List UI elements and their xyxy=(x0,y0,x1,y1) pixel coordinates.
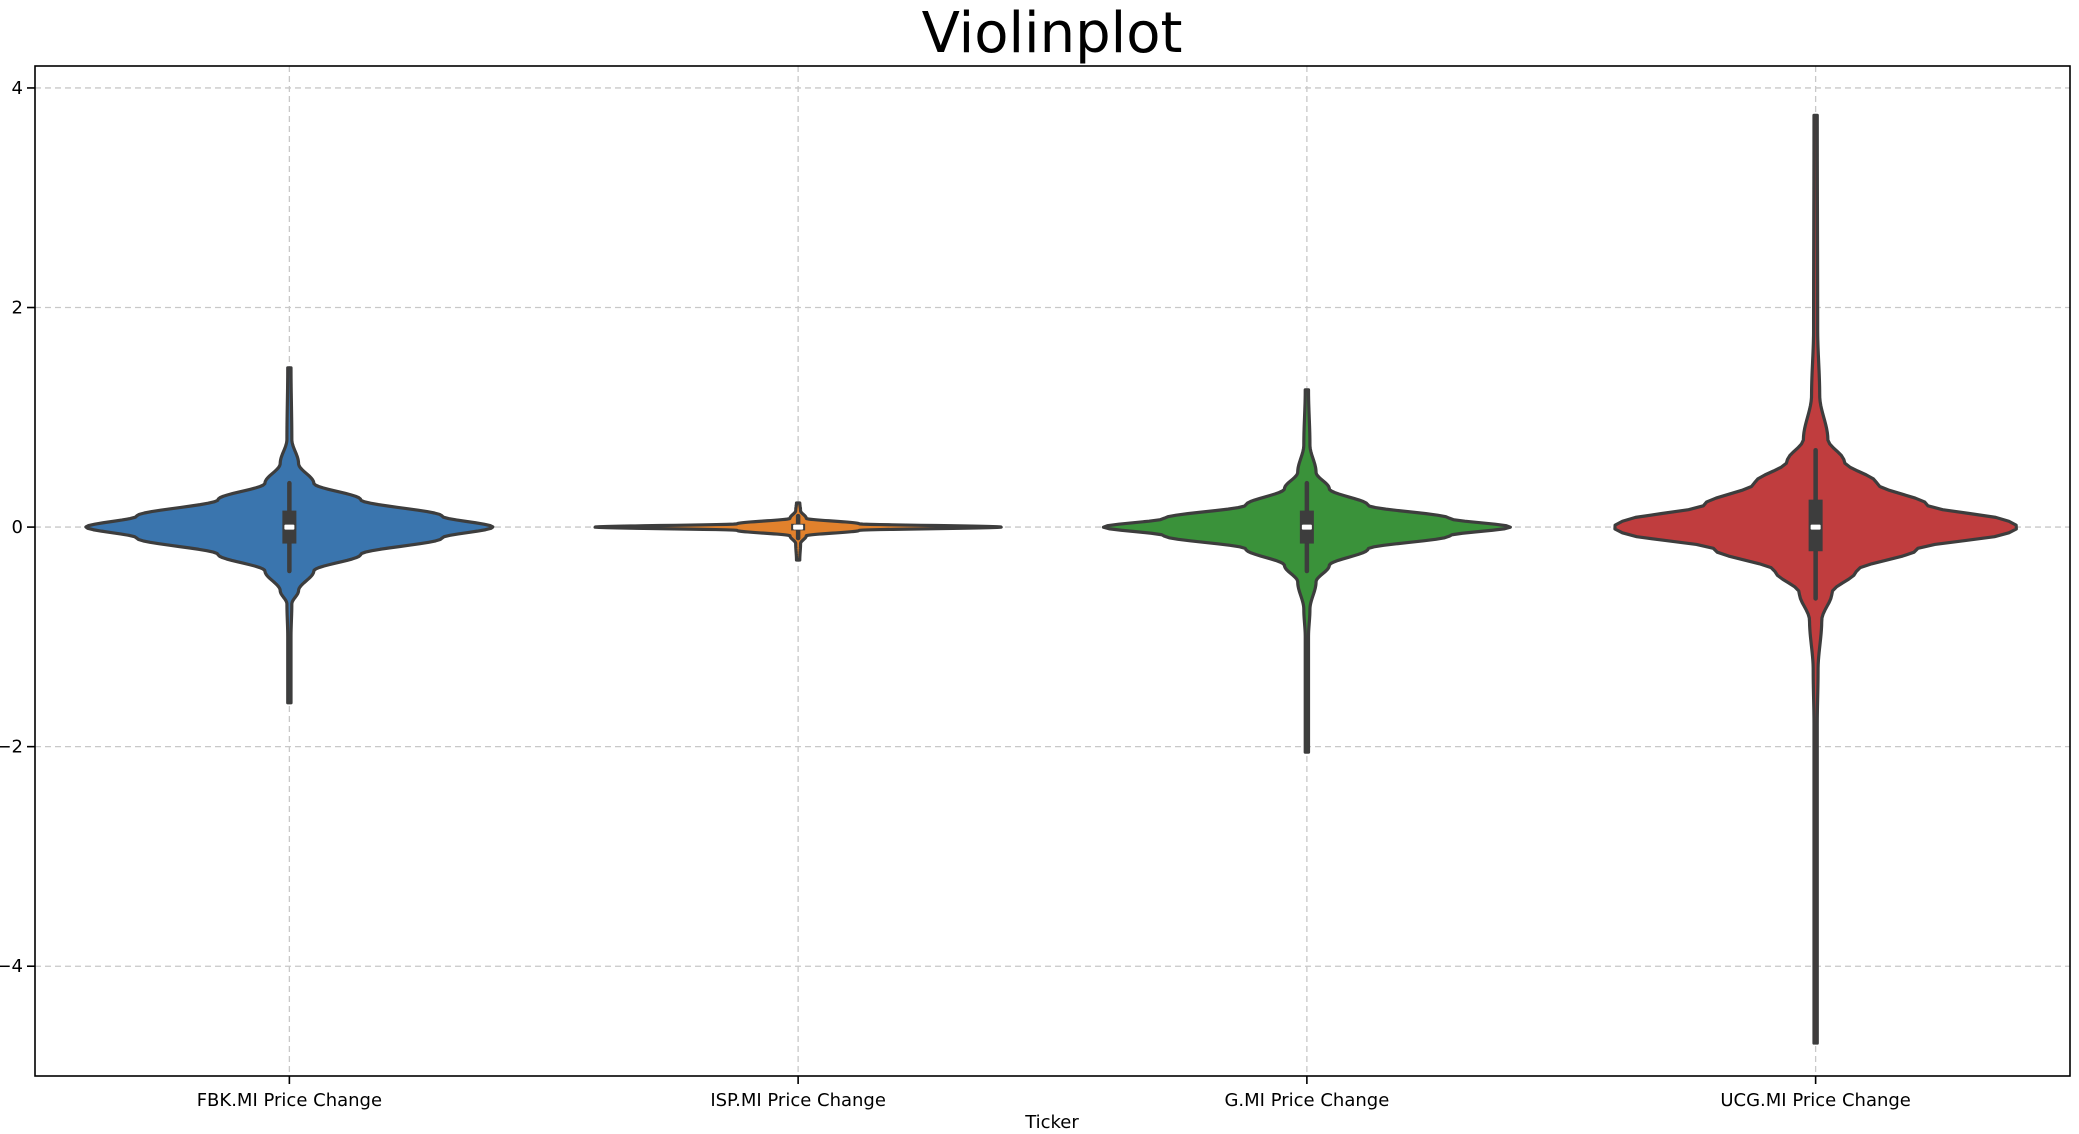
violin-4 xyxy=(1613,113,2018,1045)
violin-median xyxy=(793,524,804,530)
grid xyxy=(35,66,2070,1076)
y-tick-label: 0 xyxy=(12,517,23,538)
chart-title: Violinplot xyxy=(922,1,1183,66)
y-tick-label: −4 xyxy=(0,956,23,977)
y-tick-label: −2 xyxy=(0,737,23,758)
violin-3 xyxy=(1101,388,1512,754)
x-tick-label: ISP.MI Price Change xyxy=(710,1090,886,1111)
y-tick-label: 2 xyxy=(12,298,23,319)
y-tick-label: 4 xyxy=(12,78,23,99)
x-tick-label: G.MI Price Change xyxy=(1224,1090,1389,1111)
violin-median xyxy=(1301,524,1312,530)
ticks: −4 −2 0 2 4 FBK.MI Price Change ISP.MI Price C… xyxy=(0,78,1911,1111)
violin-2 xyxy=(593,501,1003,562)
violin-1 xyxy=(84,366,495,705)
x-tick-label: FBK.MI Price Change xyxy=(197,1090,382,1111)
violin-median xyxy=(284,524,295,530)
violins xyxy=(84,113,2018,1045)
x-axis-label: Ticker xyxy=(1024,1112,1079,1133)
x-tick-label: UCG.MI Price Change xyxy=(1720,1090,1911,1111)
plot-frame xyxy=(34,65,2071,1077)
violin-median xyxy=(1810,524,1821,530)
